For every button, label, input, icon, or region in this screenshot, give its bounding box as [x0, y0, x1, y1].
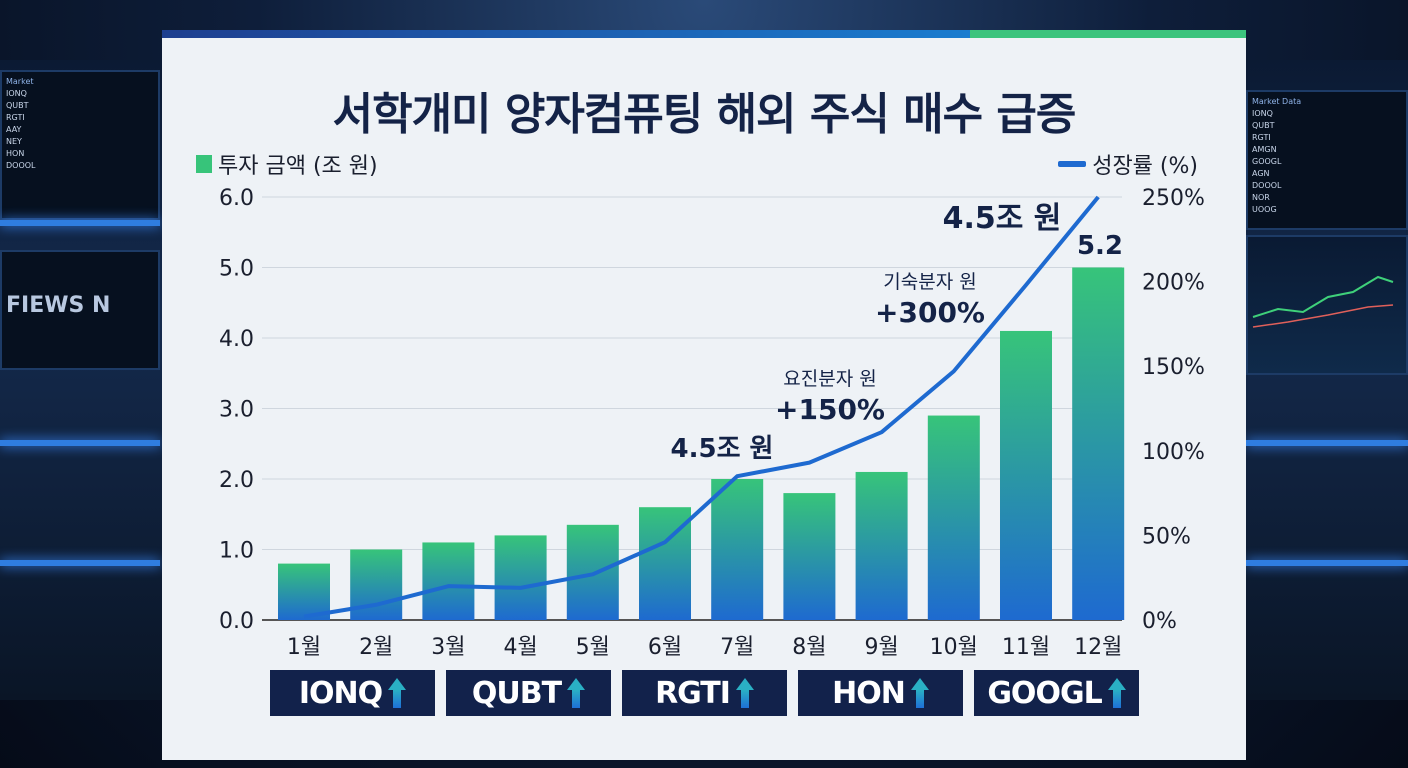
bg-ticker: NEY: [6, 137, 22, 146]
right-ticker-list: IONQ QUBT RGTI AMGN GOOGL AGN DOOOL NOR UOOG: [1252, 108, 1402, 216]
arrow-up-icon: [1107, 678, 1126, 708]
annotation: 4.5조 원: [671, 434, 774, 464]
y-left-tick: 4.0: [219, 327, 254, 352]
y-left-tick: 1.0: [219, 539, 254, 564]
x-tick: 8월: [792, 635, 826, 660]
bg-ticker: NOR: [1252, 193, 1270, 202]
bg-ticker: RGTI: [1252, 133, 1271, 142]
arrow-up-icon: [735, 678, 754, 708]
ticker-badge-hon: HON: [798, 670, 963, 716]
growth-line: [303, 195, 1100, 619]
chart-panel: 서학개미 양자컴퓨팅 해외 주식 매수 급증 투자 금액 (조 원) 성장률 (…: [162, 30, 1246, 760]
bg-ticker: AGN: [1252, 169, 1270, 178]
bg-ticker: QUBT: [6, 101, 29, 110]
left-news-screen: FIEWS N: [0, 250, 160, 370]
y-left-tick: 6.0: [219, 186, 254, 211]
x-tick: 7월: [720, 635, 754, 660]
ticker-badge-rgti: RGTI: [622, 670, 787, 716]
x-tick: 2월: [359, 635, 393, 660]
right-stock-chart-screen: [1246, 235, 1408, 375]
x-tick: 1월: [287, 635, 321, 660]
bar-9월: [855, 471, 908, 620]
legend-swatch-line: [1058, 161, 1087, 167]
legend-label-bars: 투자 금액 (조 원): [218, 154, 378, 179]
arrow-up-icon: [388, 678, 407, 708]
x-tick: 4월: [503, 635, 537, 660]
bg-ticker: DOOOL: [1252, 181, 1282, 190]
ticker-badge-ionq: IONQ: [270, 670, 435, 716]
annotation: +150%: [775, 393, 885, 426]
ticker-label: QUBT: [471, 675, 562, 711]
left-market-screen: Market IONQ QUBT RGTI AAY NEY HON DOOOL: [0, 70, 160, 220]
ticker-label: GOOGL: [987, 675, 1102, 711]
bg-ticker: GOOGL: [1252, 157, 1282, 166]
bg-ticker: DOOOL: [6, 161, 36, 170]
news-logo-text: FIEWS N: [6, 293, 111, 318]
annotation: 기숙분자 원: [883, 271, 976, 293]
bg-ticker: AMGN: [1252, 145, 1277, 154]
bar-1월: [278, 563, 330, 620]
accent-bar-blue: [162, 30, 970, 38]
y-right-tick: 250%: [1142, 186, 1205, 211]
bar-7월: [711, 479, 764, 620]
annotation: +300%: [875, 296, 985, 329]
bar-4월: [494, 535, 547, 620]
ticker-badge-qubt: QUBT: [446, 670, 611, 716]
studio-right-wall: Market Data IONQ QUBT RGTI AMGN GOOGL AGN DOOO…: [1246, 60, 1408, 700]
bar-11월: [1000, 330, 1052, 620]
screen-label: Market: [6, 77, 34, 86]
accent-bar-green: [970, 30, 1246, 38]
y-right-tick: 0%: [1142, 609, 1177, 634]
legend-label-line: 성장률 (%): [1092, 154, 1198, 179]
right-market-screen: Market Data IONQ QUBT RGTI AMGN GOOGL AGN DOOO…: [1246, 90, 1408, 230]
arrow-up-icon: [910, 678, 929, 708]
y-left-tick: 3.0: [219, 398, 254, 423]
x-tick: 10월: [930, 635, 978, 660]
bg-ticker: IONQ: [1252, 109, 1273, 118]
legend-bars: 투자 금액 (조 원): [196, 148, 378, 180]
bg-ticker: AAY: [6, 125, 22, 134]
annotation: 5.2: [1077, 231, 1123, 261]
left-ticker-list: IONQ QUBT RGTI AAY NEY HON DOOOL: [6, 88, 154, 172]
x-tick: 6월: [648, 635, 682, 660]
annotation: 4.5조 원: [943, 201, 1062, 236]
arrow-up-icon: [567, 678, 586, 708]
combo-chart: 0.0 1.0 2.0 3.0 4.0 5.0 6.0 0% 50% 100% 150% 200% 25…: [219, 186, 1205, 660]
x-tick: 11월: [1002, 635, 1050, 660]
y-left-tick: 5.0: [219, 257, 254, 282]
screen-label: Market Data: [1252, 97, 1302, 106]
y-right-tick: 150%: [1142, 355, 1205, 380]
bg-ticker: IONQ: [6, 89, 27, 98]
studio-left-wall: Market IONQ QUBT RGTI AAY NEY HON DOOOL FIEWS …: [0, 60, 162, 700]
y-right-tick: 50%: [1142, 524, 1191, 549]
legend-line: 성장률 (%): [1058, 148, 1198, 180]
x-tick: 3월: [431, 635, 465, 660]
legend-swatch-bar: [196, 155, 212, 173]
annotation: 요진분자 원: [783, 368, 876, 390]
bar-12월: [1072, 267, 1125, 620]
bg-ticker: UOOG: [1252, 205, 1277, 214]
bar-8월: [783, 493, 836, 620]
x-tick: 5월: [576, 635, 610, 660]
ticker-label: RGTI: [655, 675, 731, 711]
bar-3월: [422, 542, 475, 620]
x-tick: 12월: [1074, 635, 1122, 660]
bar-10월: [927, 415, 980, 620]
ticker-badge-googl: GOOGL: [974, 670, 1139, 716]
y-right-tick: 200%: [1142, 271, 1205, 296]
bg-ticker: QUBT: [1252, 121, 1275, 130]
y-right-tick: 100%: [1142, 440, 1205, 465]
bg-ticker: HON: [6, 149, 25, 158]
y-left-tick: 2.0: [219, 468, 254, 493]
bg-ticker: RGTI: [6, 113, 25, 122]
ticker-label: IONQ: [298, 675, 383, 711]
ticker-label: HON: [832, 675, 906, 711]
y-left-tick: 0.0: [219, 609, 254, 634]
chart-title: 서학개미 양자컴퓨팅 해외 주식 매수 급증: [332, 89, 1077, 140]
candlestick-decoration: [1252, 275, 1394, 328]
x-tick: 9월: [864, 635, 898, 660]
